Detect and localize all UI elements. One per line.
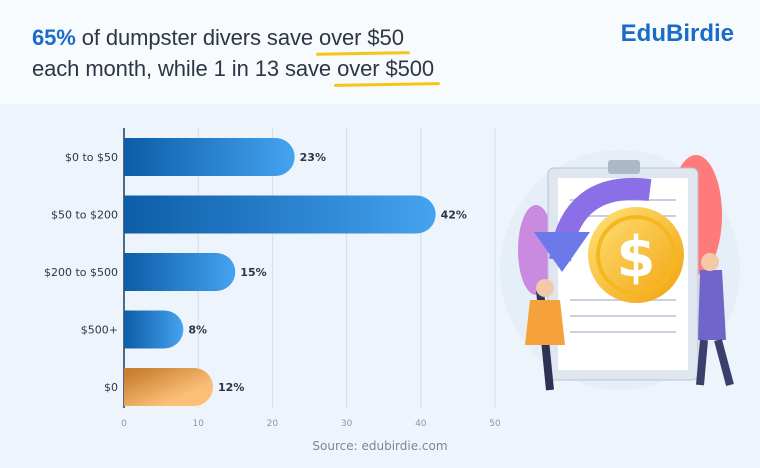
source-label: Source: edubirdie.com	[312, 439, 447, 453]
edubirdie-logo: EduBirdie	[620, 20, 734, 47]
data-label: 23%	[300, 151, 326, 164]
bar	[124, 368, 214, 406]
x-tick-label: 10	[192, 419, 204, 429]
category-label: $200 to $500	[44, 266, 118, 279]
category-label: $500+	[81, 324, 118, 337]
bar	[124, 253, 236, 291]
data-label: 42%	[441, 209, 467, 222]
svg-text:$: $	[617, 225, 656, 290]
illustration-dumpster-money: $	[500, 150, 740, 391]
data-label: 15%	[240, 266, 266, 279]
x-tick-label: 50	[489, 419, 501, 429]
data-label: 8%	[188, 324, 207, 337]
bar	[124, 195, 436, 234]
category-label: $50 to $200	[51, 209, 118, 222]
header: 65% of dumpster divers save over $50 eac…	[0, 0, 760, 104]
bar	[124, 138, 295, 176]
x-tick-label: 30	[341, 419, 353, 429]
data-label: 12%	[218, 381, 244, 394]
category-label: $0 to $50	[65, 151, 118, 164]
bar	[124, 310, 184, 349]
category-label: $0	[104, 381, 118, 394]
x-tick-label: 40	[415, 419, 427, 429]
page-title: 65% of dumpster divers save over $50 eac…	[32, 22, 434, 84]
x-tick-label: 20	[267, 419, 279, 429]
x-tick-label: 0	[121, 419, 127, 429]
